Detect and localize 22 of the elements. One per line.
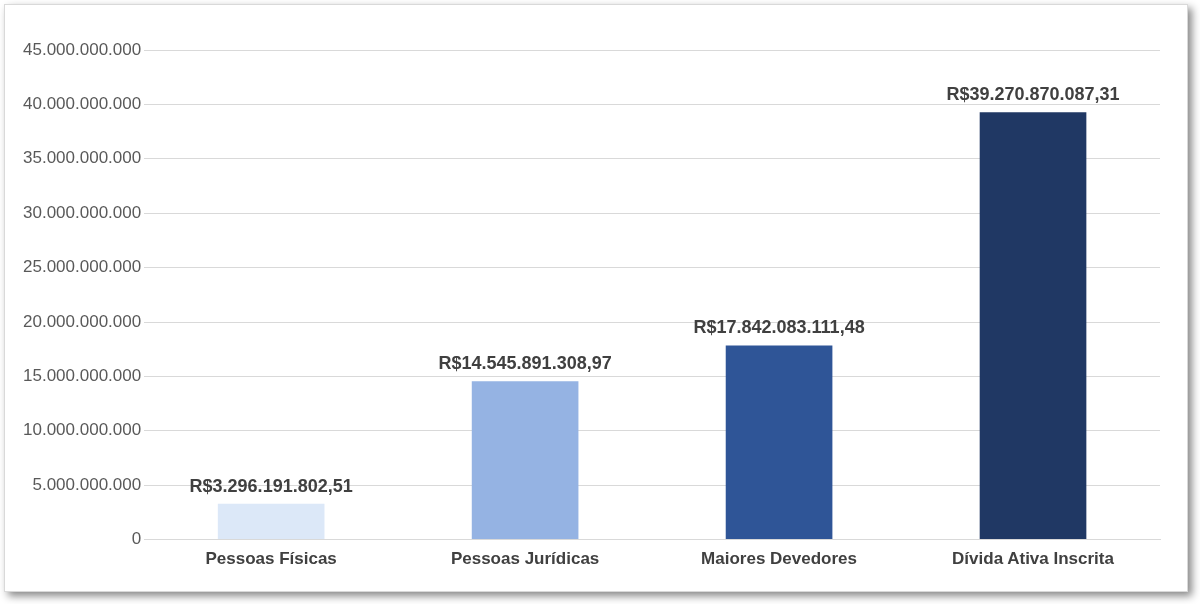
y-tick-label: 40.000.000.000 — [23, 94, 142, 114]
bar — [217, 503, 325, 540]
data-label: R$17.842.083.111,48 — [693, 317, 865, 338]
y-tick-label: 0 — [131, 529, 142, 549]
x-tick-label: Maiores Devedores — [701, 549, 858, 569]
y-tick-label: 5.000.000.000 — [32, 474, 142, 494]
y-tick-label: 15.000.000.000 — [23, 366, 142, 386]
y-tick-label: 20.000.000.000 — [23, 311, 142, 331]
x-tick-label: Dívida Ativa Inscrita — [952, 549, 1115, 569]
bar — [471, 381, 579, 540]
y-tick-label: 30.000.000.000 — [23, 202, 142, 222]
bar — [979, 112, 1087, 540]
y-tick-label: 45.000.000.000 — [23, 39, 142, 59]
data-label: R$39.270.870.087,31 — [946, 84, 1120, 105]
data-label: R$3.296.191.802,51 — [189, 475, 353, 496]
bar — [725, 345, 833, 540]
x-tick-label: Pessoas Físicas — [205, 549, 337, 569]
data-label: R$14.545.891.308,97 — [438, 353, 612, 374]
x-tick-label: Pessoas Jurídicas — [450, 549, 600, 569]
y-tick-label: 35.000.000.000 — [23, 148, 142, 168]
y-tick-label: 10.000.000.000 — [23, 420, 142, 440]
y-tick-label: 25.000.000.000 — [23, 257, 142, 277]
